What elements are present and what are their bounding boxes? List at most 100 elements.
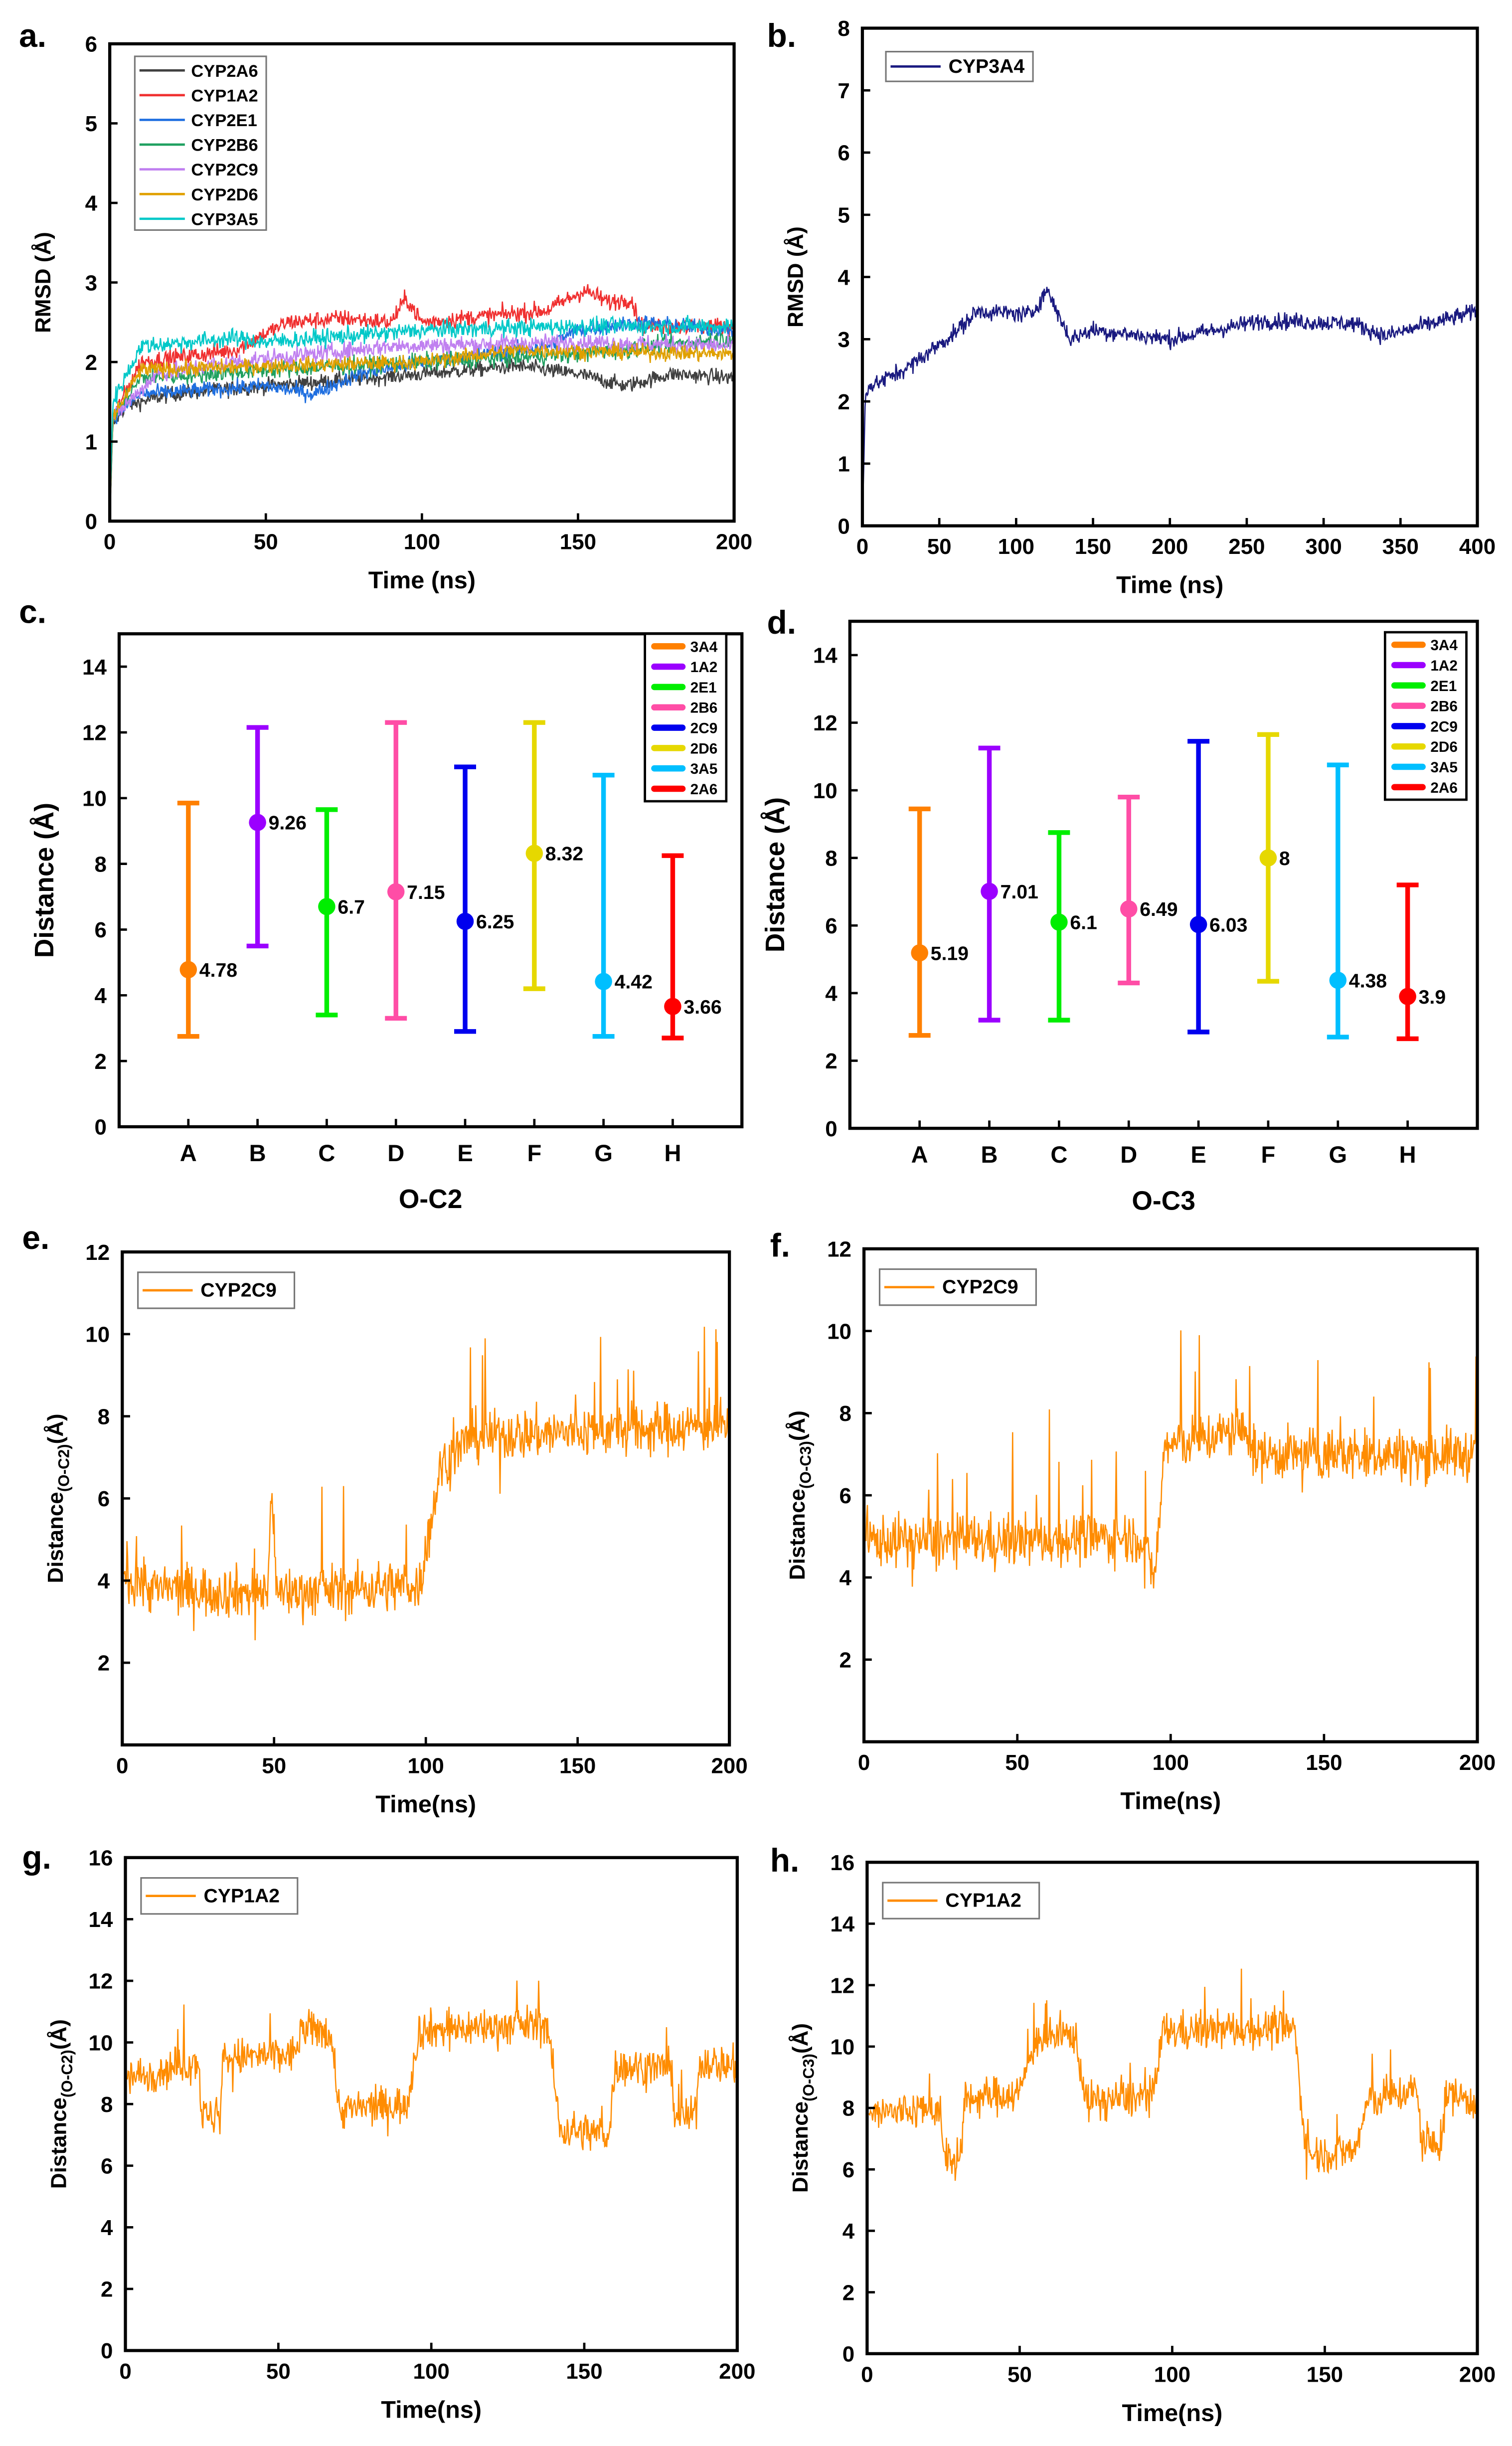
x-axis-label: Time (ns) (1116, 572, 1223, 599)
chart-panel-b: b. 0 1 2 3 4 5 6 7 8 0 50 100 150 200 250 300 350 400 Time … (767, 16, 1496, 598)
x-tick-label: 100 (1153, 1750, 1189, 1775)
legend-label-3A5: 3A5 (690, 761, 718, 777)
x-tick-label: 100 (1154, 2362, 1190, 2387)
y-tick-label: 0 (838, 514, 849, 538)
panel-label: g. (22, 1839, 51, 1876)
data-label-3A4: 4.78 (199, 959, 237, 981)
x-tick-label: 0 (104, 530, 116, 554)
x-tick-label: E (1190, 1141, 1206, 1168)
y-tick-label: 16 (830, 1851, 854, 1875)
x-tick-label: 100 (404, 530, 440, 554)
y-axis-label-unit: (Å) (46, 2019, 71, 2050)
data-label-2B6: 6.49 (1140, 898, 1177, 920)
chart-panel-a: a. 0 1 2 3 4 5 6 0 50 100 150 200 Time (ns) RMSD (Å) CY… (19, 17, 752, 594)
x-tick-label: 50 (262, 1753, 286, 1778)
x-tick-label: 150 (1075, 534, 1111, 559)
x-tick-label: B (249, 1140, 266, 1166)
x-tick-label: C (1050, 1141, 1067, 1168)
y-axis-label-unit: (Å) (788, 2023, 813, 2054)
y-tick-label: 4 (838, 265, 850, 290)
legend-label-CYP3A5: CYP3A5 (191, 210, 258, 229)
legend-label-2A6: 2A6 (1430, 780, 1458, 796)
panel-label: a. (19, 17, 46, 54)
y-tick-label: 2 (94, 1049, 106, 1074)
x-tick-label: 100 (408, 1753, 444, 1778)
legend-label-3A4: 3A4 (690, 639, 718, 655)
plot-frame (865, 1861, 1479, 2355)
legend-label-3A4: 3A4 (1430, 637, 1458, 654)
data-label-2C9: 6.03 (1209, 914, 1247, 936)
x-tick-label: 0 (116, 1753, 128, 1778)
y-tick-label: 14 (813, 644, 838, 668)
y-tick-label: 0 (85, 510, 97, 534)
y-tick-label: 12 (830, 1973, 854, 1998)
x-tick-label: F (1261, 1141, 1276, 1168)
legend-box (644, 632, 728, 803)
y-tick-label: 6 (825, 914, 837, 938)
legend-label-CYP3A4: CYP3A4 (949, 55, 1025, 77)
mean-point-1A2 (981, 882, 998, 900)
y-axis-label: RMSD (Å) (784, 226, 808, 328)
chart-panel-g: g. 0 2 4 6 8 10 12 14 16 0 50 100 150 200 Time(ns) Dista… (22, 1839, 755, 2424)
panel-label: d. (767, 604, 796, 641)
x-tick-label: 200 (711, 1753, 747, 1778)
data-label-2D6: 8 (1279, 848, 1290, 870)
legend-label-1A2: 1A2 (1430, 658, 1458, 674)
x-tick-label: 150 (560, 530, 596, 554)
y-tick-label: 6 (838, 141, 849, 166)
data-label-3A5: 4.38 (1349, 970, 1387, 992)
mean-point-2E1 (1050, 913, 1068, 931)
x-axis-label: Time(ns) (375, 1791, 476, 1818)
y-tick-label: 10 (830, 2035, 854, 2060)
mean-point-3A5 (595, 973, 612, 990)
x-tick-label: 200 (716, 530, 752, 554)
x-tick-label: A (180, 1140, 197, 1166)
x-axis-label: Time (ns) (368, 567, 476, 594)
y-tick-label: 0 (842, 2342, 854, 2367)
y-axis-label: Distance(O-C3)(Å) (785, 1410, 815, 1580)
mean-point-3A4 (179, 961, 197, 979)
x-tick-label: 150 (559, 1753, 596, 1778)
y-tick-label: 6 (101, 2154, 113, 2178)
y-axis-label-main: Distance (43, 1492, 68, 1583)
y-tick-label: 4 (825, 982, 838, 1006)
y-tick-label: 0 (94, 1115, 106, 1140)
data-label-2B6: 7.15 (407, 881, 445, 903)
y-tick-label: 10 (89, 2031, 113, 2055)
x-axis-label: Time(ns) (1120, 1787, 1221, 1814)
mean-point-1A2 (249, 814, 266, 831)
y-axis-label: Distance(O-C2)(Å) (46, 2019, 76, 2189)
x-tick-label: E (457, 1140, 473, 1166)
y-axis-label-main: Distance (46, 2097, 71, 2189)
x-tick-label: H (1399, 1141, 1416, 1168)
x-tick-label: 200 (1152, 534, 1188, 559)
y-tick-label: 12 (82, 721, 107, 745)
y-axis-label: Distance (Å) (760, 797, 790, 952)
plot-frame (862, 1247, 1479, 1744)
y-tick-label: 8 (838, 16, 849, 41)
y-tick-label: 6 (85, 32, 97, 57)
panel-label: c. (19, 593, 46, 630)
chart-panel-e: e. 2 4 6 8 10 12 0 50 100 150 200 Time(ns) Distance(O… (22, 1219, 747, 1818)
x-tick-label: 150 (1306, 1750, 1342, 1775)
series-line-CYP1A2 (110, 284, 734, 522)
y-tick-label: 6 (840, 1484, 851, 1508)
series-line-CYP2C9 (110, 332, 734, 522)
legend-label-CYP2C9: CYP2C9 (942, 1276, 1018, 1298)
y-tick-label: 12 (813, 711, 838, 735)
x-tick-label: 200 (1459, 2362, 1496, 2387)
y-tick-label: 8 (94, 852, 106, 876)
y-tick-label: 10 (813, 779, 838, 803)
x-tick-label: 100 (998, 534, 1034, 559)
y-tick-label: 3 (838, 328, 849, 352)
y-tick-label: 8 (825, 846, 837, 871)
data-label-1A2: 7.01 (1001, 881, 1038, 903)
y-tick-label: 8 (840, 1401, 851, 1426)
y-tick-label: 4 (94, 984, 107, 1008)
y-tick-label: 5 (85, 112, 97, 136)
series-line-CYP2C9 (122, 1327, 730, 1640)
chart-panel-d: d. 5.19 7.01 6.1 6.49 6.03 8 4.38 3.9 0 2 4 6 8 10 12 14… (760, 604, 1479, 1216)
x-tick-label: 400 (1459, 534, 1496, 559)
y-tick-label: 2 (842, 2280, 854, 2305)
y-axis-label: Distance(O-C3)(Å) (788, 2023, 818, 2193)
